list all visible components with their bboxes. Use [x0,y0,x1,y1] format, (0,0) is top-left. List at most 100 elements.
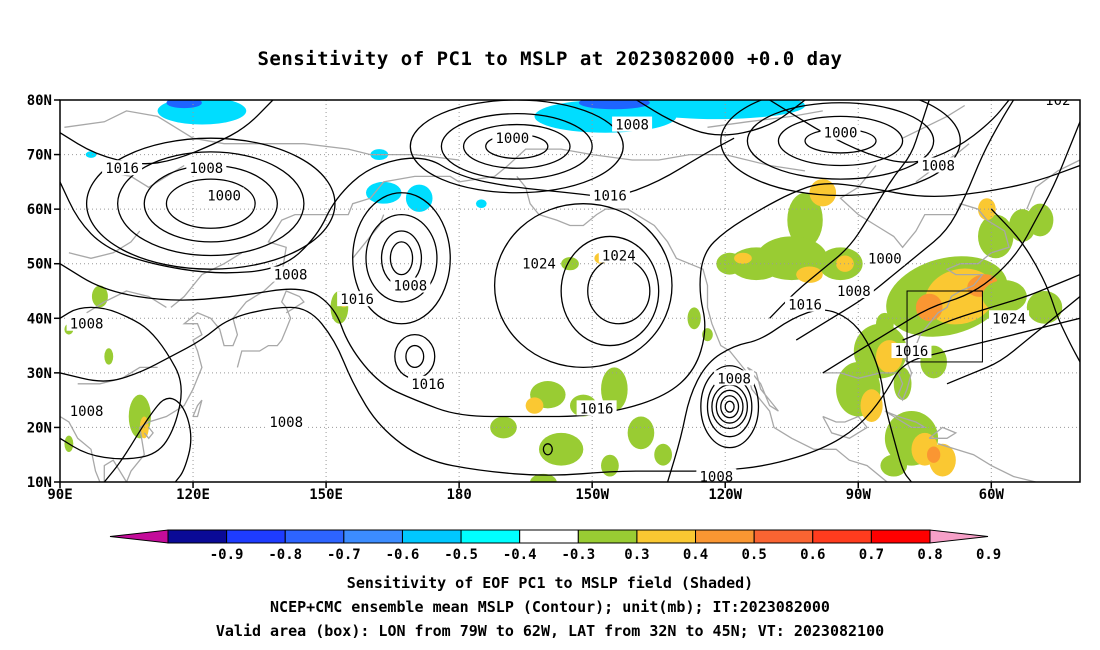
contour-label: 1008 [615,118,649,134]
colorbar-swatch [284,529,345,544]
colorbar-label: -0.5 [444,547,478,563]
contour-line [777,115,904,167]
contour-label: 1008 [274,268,308,284]
contour-label: 1008 [70,317,104,333]
contour-label-bg [891,343,932,359]
contour-line [462,123,571,169]
contour-label-bg [785,296,826,312]
shaded-cell [978,214,1014,259]
y-tick-label: 80N [27,93,52,109]
shaded-cell [601,454,619,477]
contour-line [85,137,336,270]
colorbar-swatch [460,529,521,544]
shaded-cell [538,432,584,466]
y-tick-label: 50N [27,257,52,273]
contour-line [103,397,192,482]
contour-label: 1016 [788,298,822,314]
x-tick-label: 150W [575,487,609,503]
colorbar-label: 0.6 [800,547,825,563]
contour-line [60,306,1080,476]
contour-label-bg [337,291,378,307]
contour-line [746,102,935,180]
contour-label-bg [1042,100,1074,107]
y-tick-label: 10N [27,475,52,491]
contour-line [724,400,735,413]
contour-line [720,395,740,419]
coastline-segment [707,110,823,128]
shaded-cell [475,199,487,209]
contour-line [60,100,274,165]
contour-line [700,365,760,449]
coastline-segment [822,415,869,440]
x-tick-label: 180 [446,487,471,503]
shaded-cell [1026,203,1054,237]
coastline-segment [143,426,154,440]
contour-label-bg [833,283,874,298]
shaded-cell [982,280,1027,313]
contour-line [60,306,182,460]
contour-label: 1008 [393,279,427,295]
colorbar-swatch [695,529,755,544]
contour-line [795,100,1015,341]
coastline-segment [236,290,305,368]
contour-label: 1008 [269,415,303,431]
coastline-segment [86,290,167,314]
valid-area-box [906,290,983,363]
coastline-segment [103,175,460,482]
contour-label-bg [714,370,755,386]
contour-line [394,334,436,379]
contour-label-bg [492,130,533,146]
contour-label-bg [576,400,617,416]
colorbar-low-arrow [109,529,169,544]
shaded-cell [927,446,941,463]
shaded-cell [796,266,823,283]
contour-label: 1016 [895,344,929,360]
shaded-cell [85,151,97,158]
shaded-cell [601,367,628,412]
shaded-cell [166,100,202,109]
colorbar-label: -0.9 [210,547,244,563]
colorbar-label: -0.3 [561,547,595,563]
shaded-cell [1026,291,1063,324]
shaded-cell [787,192,823,248]
contour-line [380,230,423,287]
shaded-cell [880,454,908,477]
contour-label: 1008 [717,371,751,387]
colorbar-swatch [812,529,872,544]
contour-line [117,151,305,257]
colorbar-label: 0.7 [859,547,884,563]
coastline-segment [192,399,203,418]
contour-label-bg [612,116,653,132]
contour-label-bg [598,247,639,263]
x-tick-label: 120E [176,487,210,503]
contour-line [587,257,651,325]
contour-label: 1008 [189,161,223,177]
contour-label: 1024 [522,257,556,273]
contour-line [440,112,593,180]
longitude-tick-labels: 90E 120E 150E 180 150W 120W 90W 60W [47,482,1005,503]
caption-line-1: Sensitivity of EOF PC1 to MSLP field (Sh… [346,574,754,592]
contour-label-bg [518,255,559,271]
caption-line-2: NCEP+CMC ensemble mean MSLP (Contour); u… [270,598,830,616]
colorbar-swatch [401,529,462,544]
valid-area-rectangle [906,290,983,363]
contour-line [990,208,1080,363]
contour-label: 102 [1045,93,1070,109]
contour-label-bg [102,160,143,176]
contour-line [769,100,1010,163]
contour-label-bg [186,160,227,176]
colorbar: -0.9 -0.8 -0.7 -0.6 -0.5 -0.4 -0.3 0.3 0.4 0.5 0.6… [109,529,1001,563]
coastline-segment [1026,159,1080,210]
y-tick-label: 30N [27,366,52,382]
y-tick-label: 70N [27,148,52,164]
coastline-segment [937,443,1036,482]
contour-label-bg [989,310,1030,326]
contour-line [405,344,425,369]
shaded-cell [687,307,701,330]
coastline-segment [822,165,1010,402]
colorbar-label: -0.6 [386,547,420,563]
caption-line-3: Valid area (box): LON from 79W to 62W, L… [215,622,885,640]
contour-line [902,273,1080,341]
colorbar-swatch [167,529,228,544]
